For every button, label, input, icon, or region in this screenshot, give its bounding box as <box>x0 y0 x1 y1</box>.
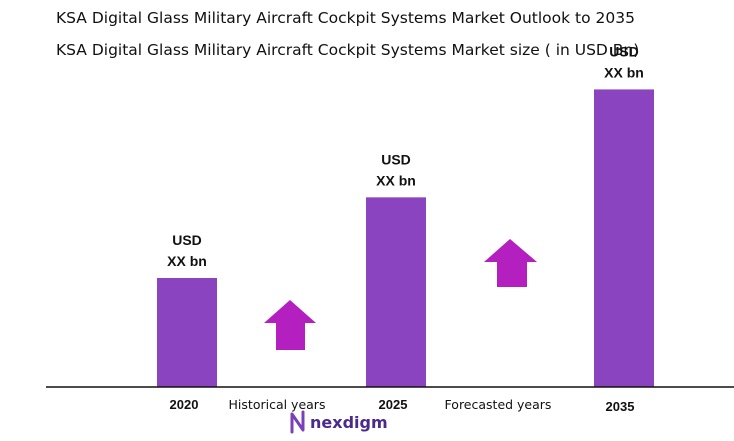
bar-value-label-2020-line1: USD <box>172 232 202 248</box>
bar-value-label-2020-line2: XX bn <box>167 253 207 269</box>
growth-arrow-forecast-icon <box>484 239 537 287</box>
bar-2025 <box>366 197 426 387</box>
bar-value-label-2025-line1: USD <box>381 151 411 167</box>
bar-value-label-2025-line2: XX bn <box>376 172 416 188</box>
x-tick-label-2020: 2020 <box>170 397 199 412</box>
period-label-forecast: Forecasted years <box>445 397 552 412</box>
chart-title: KSA Digital Glass Military Aircraft Cock… <box>56 9 635 27</box>
nexdigm-logo: nexdigm <box>290 410 388 434</box>
growth-arrow-historical-icon <box>264 300 316 350</box>
x-tick-label-2025: 2025 <box>379 397 408 412</box>
chart-subtitle: KSA Digital Glass Military Aircraft Cock… <box>56 41 640 59</box>
bar-2035 <box>594 89 654 388</box>
logo-text: nexdigm <box>310 413 388 432</box>
bar-value-label-2035-line1: USD <box>609 43 639 59</box>
bar-value-label-2035-line2: XX bn <box>604 64 644 80</box>
bar-2020 <box>157 278 217 387</box>
period-label-historical: Historical years <box>229 397 326 412</box>
x-tick-label-2035: 2035 <box>606 399 635 414</box>
nexdigm-logo-icon <box>290 410 305 434</box>
bars-layer: USD XX bn 2020 USD XX bn 2025 USD XX bn 2035 <box>157 43 654 414</box>
